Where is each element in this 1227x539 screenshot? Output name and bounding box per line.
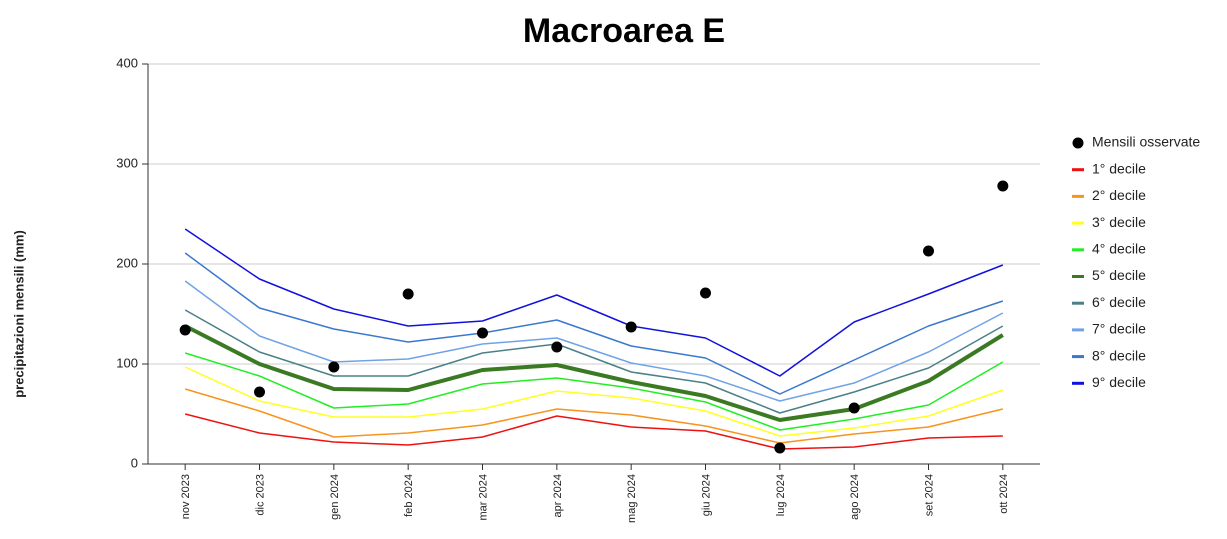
series-line: [184, 252, 1004, 395]
series-line: [184, 366, 1004, 437]
y-tick-label: 200: [116, 255, 138, 270]
y-tick-label: 400: [116, 55, 138, 70]
series-line: [184, 352, 1004, 431]
x-tick-label: nov 2023: [180, 474, 192, 519]
observed-point: [700, 287, 711, 299]
observed-point: [477, 327, 488, 339]
x-tick-label: giu 2024: [701, 474, 713, 516]
legend-marker: [1072, 221, 1084, 225]
legend-label: 2° decile: [1092, 187, 1146, 203]
legend-label: 8° decile: [1092, 347, 1146, 363]
observed-point: [625, 321, 637, 333]
legend-label: 6° decile: [1092, 294, 1146, 310]
series-line: [184, 388, 1004, 444]
x-tick-label: mag 2024: [626, 474, 638, 523]
series-line: [184, 309, 1004, 414]
x-tick-label: gen 2024: [329, 474, 341, 520]
legend-label: 3° decile: [1092, 214, 1146, 230]
x-tick-label: apr 2024: [552, 474, 564, 517]
legend-marker: [1072, 168, 1084, 172]
y-tick-label: 300: [116, 155, 138, 170]
legend-marker: [1072, 137, 1084, 149]
observed-point: [848, 402, 860, 414]
observed-point: [179, 324, 191, 336]
series-line: [184, 413, 1003, 450]
legend-marker: [1072, 275, 1084, 278]
observed-point: [551, 341, 563, 353]
x-tick-label: feb 2024: [403, 474, 415, 517]
legend-marker: [1072, 328, 1084, 332]
observed-point: [774, 442, 786, 454]
legend-marker: [1072, 194, 1084, 198]
x-tick-label: lug 2024: [775, 474, 787, 516]
x-tick-label: mar 2024: [478, 474, 490, 520]
legend-label: 1° decile: [1092, 160, 1146, 176]
series-line: [184, 280, 1004, 402]
legend-marker: [1072, 248, 1084, 252]
legend-label: 9° decile: [1092, 374, 1146, 390]
observed-point: [328, 361, 340, 373]
series-line: [184, 228, 1004, 377]
legend-marker: [1072, 301, 1084, 305]
legend-label: 5° decile: [1092, 267, 1146, 283]
x-tick-label: ago 2024: [849, 474, 861, 520]
legend-label: 7° decile: [1092, 321, 1146, 337]
legend-marker: [1072, 381, 1084, 385]
legend-marker: [1072, 355, 1084, 359]
x-tick-label: ott 2024: [998, 474, 1010, 514]
chart-title: Macroarea E: [523, 12, 725, 50]
x-tick-label: set 2024: [924, 474, 936, 516]
observed-point: [402, 288, 414, 300]
y-axis-label: precipitazioni mensili (mm): [11, 230, 26, 398]
observed-point: [254, 386, 265, 398]
legend-label: Mensili osservate: [1092, 134, 1200, 150]
series-line: [184, 324, 1004, 422]
observed-point: [923, 245, 934, 257]
x-tick-label: dic 2023: [255, 474, 267, 516]
observed-point: [997, 180, 1009, 192]
legend-label: 4° decile: [1092, 241, 1146, 257]
y-tick-label: 100: [116, 355, 138, 370]
y-tick-label: 0: [131, 455, 138, 470]
